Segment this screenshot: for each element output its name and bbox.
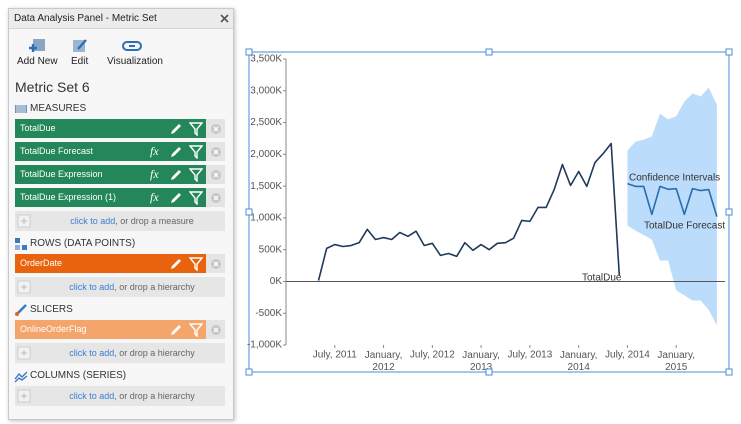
series-line — [317, 142, 621, 281]
y-tick-label: 500K — [259, 244, 283, 255]
add-icon[interactable] — [17, 346, 31, 360]
y-tick-label: 2,000K — [250, 149, 282, 160]
y-tick-label: 3,500K — [250, 54, 282, 65]
remove-icon[interactable] — [209, 145, 223, 159]
x-tick-label: July, 2011 — [313, 350, 358, 361]
edit-field-icon[interactable] — [169, 122, 183, 136]
filter-icon[interactable] — [189, 257, 203, 271]
x-tick-label: January, 2012 — [365, 350, 403, 373]
add-icon[interactable] — [17, 389, 31, 403]
series-label: Confidence Intervals — [629, 173, 720, 184]
add-new-icon[interactable] — [27, 37, 47, 55]
add-link[interactable]: click to add — [69, 282, 115, 292]
toolbar-button[interactable]: Visualization — [107, 56, 163, 67]
add-icon[interactable] — [17, 214, 31, 228]
panel-title: Data Analysis Panel - Metric Set — [14, 13, 157, 24]
formula-icon[interactable]: fx — [150, 144, 159, 158]
add-row[interactable] — [15, 277, 225, 297]
series-label: TotalDue — [582, 273, 622, 284]
add-hint: click to add, or drop a hierarchy — [39, 348, 225, 358]
y-tick-label: 2,500K — [250, 117, 282, 128]
field-chip[interactable] — [15, 142, 206, 161]
field-chip[interactable] — [15, 119, 206, 138]
add-icon[interactable] — [17, 280, 31, 294]
filter-icon[interactable] — [189, 323, 203, 337]
visualization-icon[interactable] — [121, 39, 143, 53]
close-button[interactable] — [220, 14, 229, 23]
toolbar-button[interactable]: Add New — [17, 56, 58, 67]
resize-handles[interactable] — [245, 48, 733, 376]
field-label[interactable]: OrderDate — [20, 258, 63, 268]
formula-icon[interactable]: fx — [150, 167, 159, 181]
series-label: TotalDue Forecast — [644, 221, 725, 232]
edit-field-icon[interactable] — [169, 168, 183, 182]
remove-icon[interactable] — [209, 122, 223, 136]
toolbar-button[interactable]: Edit — [71, 56, 89, 67]
section-header: ROWS (DATA POINTS) — [30, 238, 136, 249]
x-tick-label: July, 2014 — [605, 350, 650, 361]
section-icon — [15, 304, 27, 316]
add-link[interactable]: click to add — [69, 391, 115, 401]
y-tick-label: 0K — [270, 276, 283, 287]
field-label[interactable]: TotalDue Forecast — [20, 146, 94, 156]
field-chip[interactable] — [15, 165, 206, 184]
field-label[interactable]: TotalDue Expression — [20, 169, 103, 179]
y-tick-label: -1,000K — [247, 340, 282, 351]
filter-icon[interactable] — [189, 168, 203, 182]
section-header: MEASURES — [30, 103, 87, 114]
x-tick-label: January, 2013 — [462, 350, 500, 373]
filter-icon[interactable] — [189, 191, 203, 205]
x-tick-label: January, 2015 — [657, 350, 695, 373]
add-link[interactable]: click to add — [70, 216, 116, 226]
x-tick-label: January, 2014 — [560, 350, 598, 373]
add-hint-text: , or drop a hierarchy — [114, 282, 195, 292]
section-icon — [14, 371, 28, 383]
edit-field-icon[interactable] — [169, 191, 183, 205]
section-icon — [15, 105, 27, 113]
remove-icon[interactable] — [209, 257, 223, 271]
title-bar — [9, 9, 233, 29]
add-hint: click to add, or drop a hierarchy — [39, 282, 225, 292]
y-tick-label: 3,000K — [250, 85, 282, 96]
edit-field-icon[interactable] — [169, 323, 183, 337]
field-label[interactable]: OnlineOrderFlag — [20, 324, 87, 334]
field-chip[interactable] — [15, 254, 206, 273]
add-hint-text: , or drop a hierarchy — [114, 348, 195, 358]
add-hint: click to add, or drop a hierarchy — [39, 391, 225, 401]
filter-icon[interactable] — [189, 145, 203, 159]
field-label[interactable]: TotalDue Expression (1) — [20, 192, 117, 202]
y-tick-label: 1,500K — [250, 181, 282, 192]
add-row[interactable] — [15, 343, 225, 363]
x-tick-label: July, 2012 — [410, 350, 455, 361]
add-hint: click to add, or drop a measure — [39, 216, 225, 226]
series-line — [627, 182, 718, 217]
filter-icon[interactable] — [189, 122, 203, 136]
field-label[interactable]: TotalDue — [20, 123, 56, 133]
edit-icon[interactable] — [71, 37, 89, 55]
edit-field-icon[interactable] — [169, 257, 183, 271]
field-chip[interactable] — [15, 320, 206, 339]
analysis-panel: Data Analysis Panel - Metric Set Add New… — [8, 8, 234, 420]
field-chip[interactable] — [15, 188, 206, 207]
remove-icon[interactable] — [209, 168, 223, 182]
x-tick-label: July, 2013 — [507, 350, 552, 361]
remove-icon[interactable] — [209, 323, 223, 337]
y-tick-label: 1,000K — [250, 213, 282, 224]
remove-icon[interactable] — [209, 191, 223, 205]
formula-icon[interactable]: fx — [150, 190, 159, 204]
section-header: COLUMNS (SERIES) — [30, 370, 127, 381]
section-header: SLICERS — [30, 304, 73, 315]
add-hint-text: , or drop a hierarchy — [114, 391, 195, 401]
edit-field-icon[interactable] — [169, 145, 183, 159]
add-row[interactable] — [15, 211, 225, 231]
y-tick-label: -500K — [255, 308, 282, 319]
confidence-band — [627, 87, 717, 326]
metric-set-name: Metric Set 6 — [15, 79, 90, 95]
add-link[interactable]: click to add — [69, 348, 115, 358]
section-icon — [15, 238, 27, 250]
add-row[interactable] — [15, 386, 225, 406]
add-hint-text: , or drop a measure — [115, 216, 194, 226]
